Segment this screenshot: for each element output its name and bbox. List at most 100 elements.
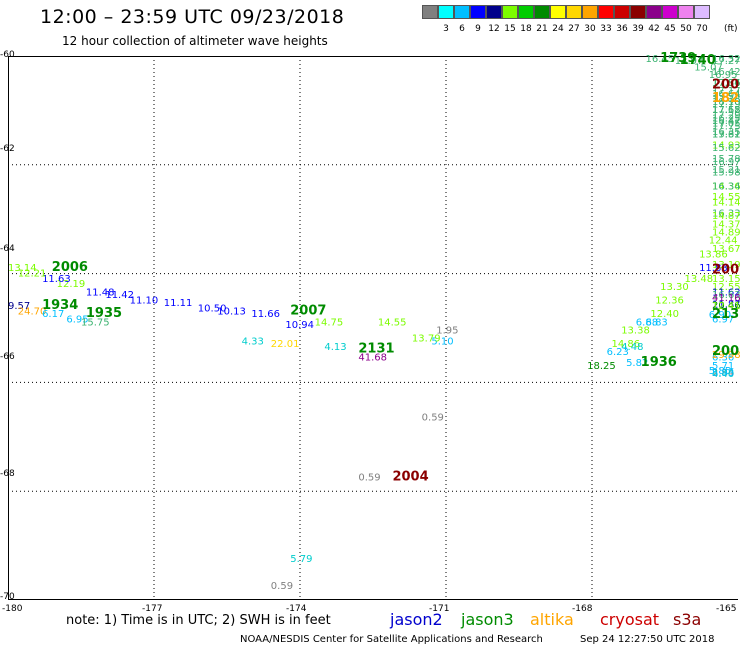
wave-height-value: 6.36 — [712, 353, 734, 364]
wave-height-value: 13.30 — [660, 282, 689, 293]
wave-height-value: 2.84 — [712, 368, 734, 379]
wave-height-value: 0.59 — [358, 472, 380, 483]
wave-height-value: 6.83 — [646, 317, 668, 328]
wave-height-value: 5.85 — [709, 366, 731, 377]
legend-unit: (ft) — [724, 24, 738, 34]
wave-height-value: 24.70 — [18, 306, 47, 317]
wave-height-value: 1.95 — [436, 325, 458, 336]
legend-label: 45 — [664, 24, 676, 34]
pass-time-label: 2008 — [712, 344, 740, 359]
wave-height-value: 16.95 — [709, 70, 738, 81]
wave-height-value: 16.32 — [712, 54, 740, 65]
legend-label: 70 — [696, 24, 708, 34]
legend-swatch — [582, 5, 598, 19]
wave-height-value: 17.38 — [712, 94, 740, 105]
wave-height-value: 12.21 — [18, 268, 47, 279]
wave-height-value: 17.15 — [712, 105, 740, 116]
wave-height-value: 17.62 — [712, 130, 740, 141]
legend-label: 27 — [568, 24, 580, 34]
wave-height-value: 6.17 — [42, 309, 64, 320]
wave-height-value: 12.19 — [57, 279, 86, 290]
lat-label: -66 — [0, 352, 15, 362]
pass-time-label: 2004 — [392, 469, 428, 484]
wave-height-value: 16.64 — [712, 89, 740, 100]
legend-label: 21 — [536, 24, 548, 34]
wave-height-value: 13.15 — [712, 274, 740, 285]
pass-time-label: 2005 — [712, 78, 740, 93]
legend-label: 12 — [488, 24, 500, 34]
lon-label: -165 — [716, 604, 737, 614]
wave-height-value: 4.40 — [712, 369, 734, 380]
wave-height-value: 17.17 — [712, 86, 740, 97]
wave-height-value: 22.01 — [271, 339, 300, 350]
wave-height-value: 11.42 — [105, 290, 134, 301]
legend-swatch — [662, 5, 678, 19]
wave-height-value: 13.19 — [712, 260, 740, 271]
legend-label: 18 — [520, 24, 532, 34]
page-subtitle: 12 hour collection of altimeter wave hei… — [62, 34, 328, 48]
wave-height-value: 0.59 — [422, 412, 444, 423]
wave-height-value: 15.75 — [81, 317, 110, 328]
wave-height-value: 18.10 — [712, 97, 740, 108]
wave-height-value: 11.11 — [164, 298, 193, 309]
wave-height-value: 13.48 — [684, 274, 713, 285]
legend-swatch — [550, 5, 566, 19]
wave-height-value: 14.36 — [712, 181, 740, 192]
wave-height-value: 17.86 — [712, 78, 740, 89]
wave-height-value: 5.10 — [431, 336, 453, 347]
wave-height-value: 13.14 — [8, 263, 37, 274]
lon-label: -168 — [572, 604, 593, 614]
lon-label: -174 — [286, 604, 307, 614]
lon-label: -171 — [429, 604, 450, 614]
satellite-s3a: s3a — [673, 610, 702, 629]
wave-height-value: 14.75 — [315, 317, 344, 328]
units-note: note: 1) Time is in UTC; 2) SWH is in fe… — [66, 613, 331, 628]
wave-height-value: 6.97 — [712, 315, 734, 326]
wave-height-value: 14.14 — [712, 198, 740, 209]
wave-height-value: 41.16 — [712, 293, 740, 304]
satellite-jason2: jason2 — [390, 610, 443, 629]
wave-height-value: 16.42 — [712, 67, 740, 78]
map-frame — [8, 56, 738, 600]
wave-height-value: 15.98 — [712, 168, 740, 179]
wave-height-value: 14.86 — [611, 339, 640, 350]
legend-swatch — [486, 5, 502, 19]
wave-height-value: 4.48 — [621, 342, 643, 353]
wave-height-value: 6.95 — [66, 315, 88, 326]
legend-swatch — [598, 5, 614, 19]
wave-height-value: 16.45 — [646, 54, 675, 65]
credit-line: NOAA/NESDIS Center for Satellite Applica… — [240, 634, 543, 645]
lat-label: -62 — [0, 144, 15, 154]
legend-label: 9 — [475, 24, 481, 34]
wave-height-value: 10.94 — [285, 320, 314, 331]
wave-height-value: 13.67 — [712, 244, 740, 255]
wave-height-value: 14.87 — [712, 211, 740, 222]
wave-height-value: 16.35 — [712, 127, 740, 138]
wave-height-value: 4.13 — [324, 342, 346, 353]
wave-height-value: 16.34 — [712, 181, 740, 192]
legend-swatch — [678, 5, 694, 19]
legend-label: 24 — [552, 24, 564, 34]
wave-height-value: 16.97 — [712, 157, 740, 168]
page-title: 12:00 – 23:59 UTC 09/23/2018 — [40, 6, 345, 28]
wave-height-value: 12.40 — [650, 309, 679, 320]
lat-label: -64 — [0, 244, 15, 254]
lon-label: -180 — [2, 604, 23, 614]
legend-swatch — [630, 5, 646, 19]
wave-height-value: 12.44 — [709, 236, 738, 247]
legend-swatch — [470, 5, 486, 19]
wave-height-value: 11.62 — [712, 287, 740, 298]
wave-height-value: 41.68 — [358, 353, 387, 364]
wave-height-value: 6.23 — [607, 347, 629, 358]
wave-height-value: 14.97 — [675, 56, 704, 67]
pass-time-label: 2007 — [290, 303, 326, 318]
wave-height-value: 16.33 — [712, 208, 740, 219]
wave-height-value: 17.27 — [712, 56, 740, 67]
wave-height-value: 5.82 — [626, 358, 648, 369]
wave-height-value: 15.21 — [712, 165, 740, 176]
wave-height-value: 5.93 — [712, 368, 734, 379]
legend-label: 36 — [616, 24, 628, 34]
legend-swatch — [502, 5, 518, 19]
legend-swatch — [422, 5, 438, 19]
